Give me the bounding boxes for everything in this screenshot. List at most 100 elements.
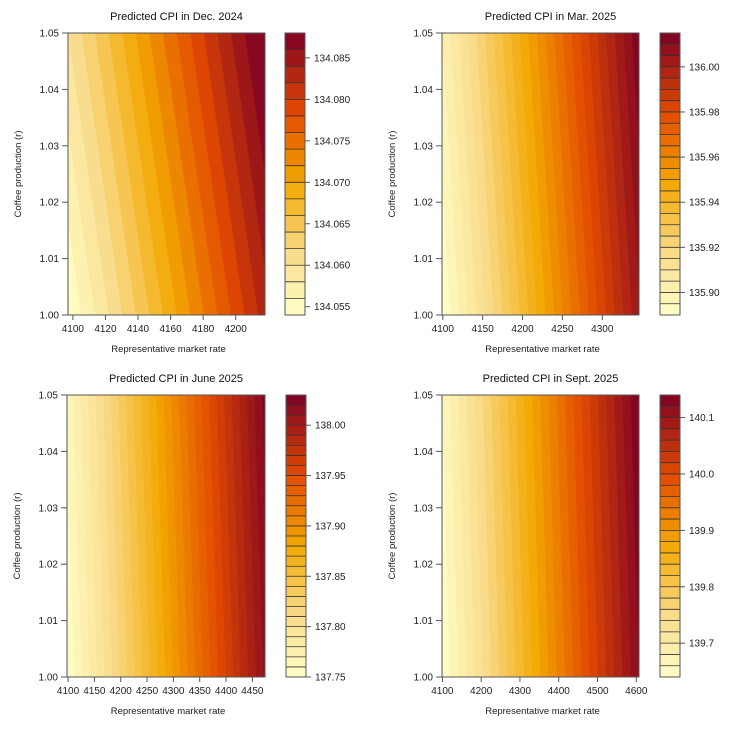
color-key-swatch bbox=[285, 165, 305, 183]
color-key-swatch bbox=[660, 428, 680, 441]
y-tick-label: 1.00 bbox=[40, 311, 60, 322]
color-key-swatch bbox=[286, 656, 306, 667]
y-tick-label: 1.00 bbox=[39, 673, 59, 684]
color-key-label: 137.95 bbox=[315, 471, 346, 482]
color-key-swatch bbox=[660, 224, 680, 237]
color-key-swatch bbox=[660, 496, 680, 508]
color-key-label: 137.90 bbox=[315, 521, 346, 532]
y-tick-label: 1.02 bbox=[39, 560, 59, 571]
x-tick-label: 4100 bbox=[431, 686, 454, 697]
contour-panel: Predicted CPI in Sept. 2025 4100 4200 4300 4… bbox=[387, 373, 714, 717]
color-key-swatch bbox=[660, 552, 680, 565]
color-key-swatch bbox=[660, 519, 680, 531]
color-key-swatch bbox=[660, 145, 680, 158]
color-key-swatch bbox=[660, 473, 680, 486]
x-axis-title: Representative market rate bbox=[111, 344, 226, 355]
color-key-swatch bbox=[285, 248, 305, 266]
color-key-swatch bbox=[286, 495, 306, 506]
y-tick-label: 1.05 bbox=[39, 391, 59, 402]
color-key-label: 135.94 bbox=[689, 198, 720, 209]
x-tick-label: 4160 bbox=[159, 324, 182, 335]
x-tick-label: 4200 bbox=[470, 686, 493, 697]
color-key-swatch bbox=[286, 576, 306, 587]
x-tick-label: 4150 bbox=[472, 324, 495, 335]
color-key-swatch bbox=[286, 465, 306, 476]
color-key-label: 134.085 bbox=[314, 53, 351, 64]
y-tick-label: 1.01 bbox=[414, 254, 434, 265]
color-key-swatch bbox=[285, 99, 305, 116]
color-key-swatch bbox=[660, 406, 680, 418]
color-key-swatch bbox=[286, 616, 306, 627]
color-key-swatch bbox=[660, 440, 680, 452]
x-tick-label: 4250 bbox=[551, 324, 574, 335]
y-tick-label: 1.01 bbox=[40, 254, 60, 265]
color-key-label: 135.96 bbox=[689, 153, 720, 164]
color-key-swatch bbox=[660, 202, 680, 214]
color-key-swatch bbox=[660, 620, 680, 632]
color-key-swatch bbox=[660, 507, 680, 520]
y-tick-label: 1.04 bbox=[40, 85, 60, 96]
color-key-swatch bbox=[660, 179, 680, 191]
y-tick-label: 1.03 bbox=[40, 141, 60, 152]
color-key-swatch bbox=[286, 525, 306, 536]
color-key-swatch bbox=[660, 78, 680, 90]
x-tick-label: 4200 bbox=[225, 324, 248, 335]
color-key-swatch bbox=[285, 49, 305, 67]
color-key-swatch bbox=[660, 541, 680, 553]
color-key-swatch bbox=[660, 190, 680, 203]
color-key-swatch bbox=[286, 425, 306, 436]
color-key-swatch bbox=[660, 643, 680, 655]
x-tick-label: 4350 bbox=[189, 686, 212, 697]
color-key-label: 134.065 bbox=[314, 219, 351, 230]
color-key-swatch bbox=[660, 258, 680, 270]
y-tick-label: 1.03 bbox=[414, 503, 434, 514]
color-key-swatch bbox=[285, 182, 305, 199]
color-key-label: 137.85 bbox=[315, 572, 346, 583]
color-key-swatch bbox=[286, 395, 306, 406]
x-axis-title: Representative market rate bbox=[111, 706, 226, 717]
x-tick-label: 4200 bbox=[511, 324, 534, 335]
color-key: 135.90 135.92 135.94 135.96 135.98 136.00 bbox=[659, 32, 720, 316]
x-tick-label: 4450 bbox=[241, 686, 264, 697]
color-key-swatch bbox=[286, 405, 306, 416]
color-key-swatch bbox=[660, 598, 680, 610]
color-key-label: 134.055 bbox=[314, 302, 351, 313]
color-key-swatch bbox=[660, 451, 680, 463]
x-tick-label: 4500 bbox=[586, 686, 609, 697]
plot-title: Predicted CPI in June 2025 bbox=[109, 373, 243, 385]
y-tick-label: 1.05 bbox=[414, 29, 434, 40]
color-key-label: 134.075 bbox=[314, 136, 351, 147]
color-key-swatch bbox=[660, 55, 680, 67]
color-key-label: 139.7 bbox=[689, 639, 714, 650]
x-tick-label: 4200 bbox=[110, 686, 133, 697]
color-key-swatch bbox=[286, 666, 306, 677]
color-key-swatch bbox=[286, 636, 306, 647]
color-key-swatch bbox=[285, 132, 305, 150]
color-key-frame bbox=[285, 394, 307, 678]
color-key-swatch bbox=[286, 586, 306, 597]
color-key-swatch bbox=[660, 303, 680, 315]
color-key-swatch bbox=[660, 123, 680, 135]
plot-frame bbox=[441, 32, 640, 316]
color-key-label: 135.90 bbox=[689, 288, 720, 299]
color-key-swatch bbox=[286, 596, 306, 607]
x-tick-label: 4300 bbox=[509, 686, 532, 697]
color-key-swatch bbox=[286, 415, 306, 426]
color-key-label: 137.80 bbox=[315, 622, 346, 633]
color-key-swatch bbox=[660, 157, 680, 169]
color-key-swatch bbox=[286, 435, 306, 446]
color-key-swatch bbox=[660, 89, 680, 101]
color-key-label: 138.00 bbox=[315, 421, 346, 432]
color-key-swatch bbox=[285, 298, 305, 315]
color-key-swatch bbox=[285, 82, 305, 100]
x-tick-label: 4150 bbox=[83, 686, 106, 697]
color-key-swatch bbox=[660, 586, 680, 599]
x-axis-title: Representative market rate bbox=[485, 344, 600, 355]
color-key-swatch bbox=[286, 626, 306, 637]
color-key-swatch bbox=[285, 198, 305, 216]
x-tick-label: 4600 bbox=[625, 686, 648, 697]
y-tick-label: 1.01 bbox=[39, 616, 59, 627]
contour-panel: Predicted CPI in Mar. 2025 4100 4150 4200 42… bbox=[387, 11, 720, 355]
color-key-swatch bbox=[660, 247, 680, 259]
